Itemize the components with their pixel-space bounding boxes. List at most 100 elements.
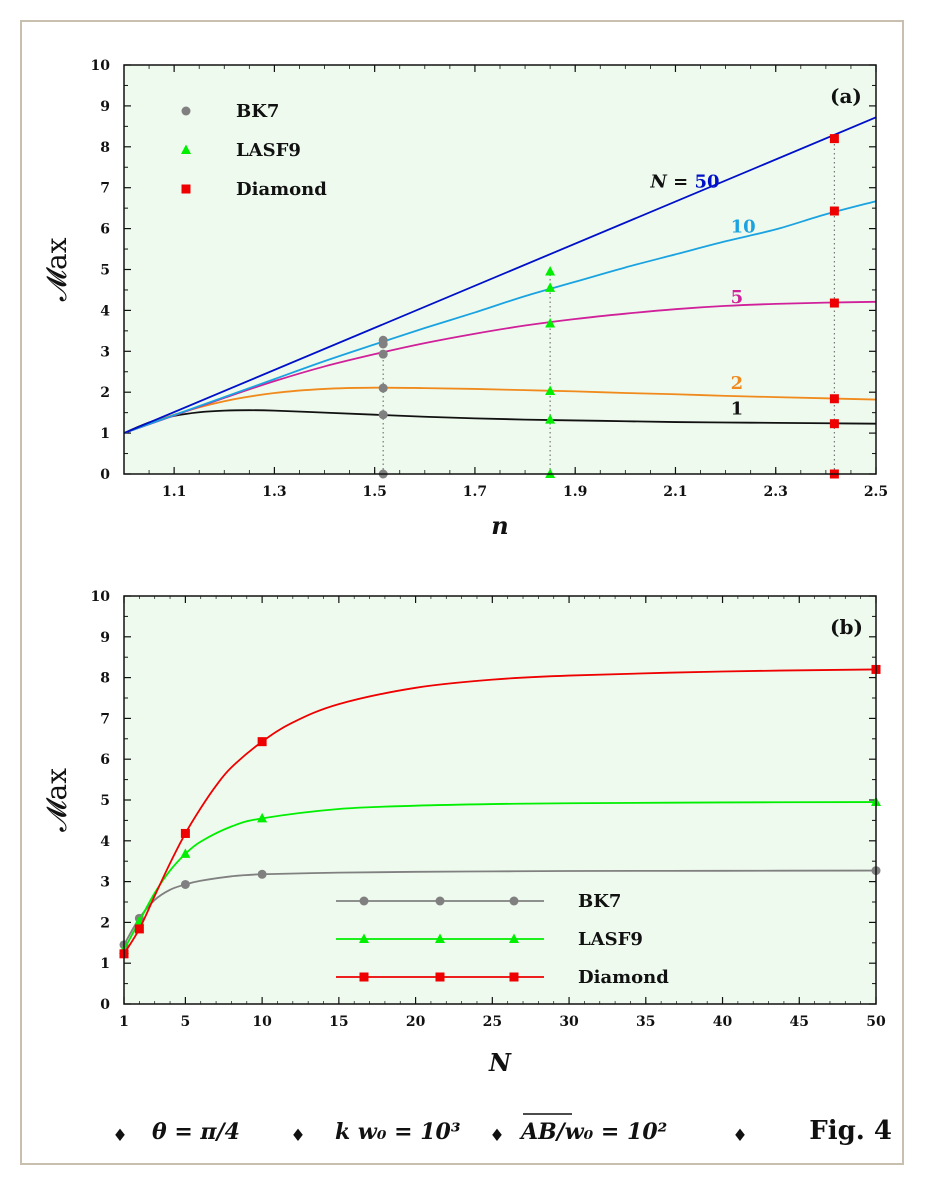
- x-tick-label: 1.1: [162, 484, 186, 500]
- footer-param-1: k w₀ = 10³: [335, 1119, 461, 1145]
- x-axis-label: N: [488, 1048, 512, 1077]
- legend-marker-lasf9: [359, 933, 369, 943]
- data-point-diamond: [180, 828, 190, 838]
- series-line-5: [123, 300, 877, 434]
- curve-label-50: N = 50: [649, 172, 719, 193]
- y-tick-label: 3: [100, 875, 110, 891]
- plot-area: [124, 596, 876, 1004]
- legend-marker-diamond: [359, 972, 369, 982]
- x-tick-label: 40: [713, 1014, 733, 1030]
- legend-marker-lasf9: [509, 933, 519, 943]
- curve-label-2: 2: [731, 373, 744, 394]
- legend-marker-diamond: [509, 972, 519, 982]
- data-point-bk7: [378, 383, 388, 393]
- data-point-lasf9: [545, 282, 556, 292]
- x-axis-label: n: [491, 511, 508, 540]
- legend-label-bk7: BK7: [236, 101, 279, 122]
- footer: ♦ ♦ ♦ ♦ θ = π/4 k w₀ = 10³ AB/w₀ = 10² Fig. 4: [112, 1113, 892, 1146]
- x-tick-label: 1.9: [563, 484, 587, 500]
- data-point-diamond: [257, 737, 267, 747]
- y-tick-label: 2: [100, 385, 110, 401]
- footer-bullet: ♦: [112, 1126, 127, 1146]
- y-tick-label: 9: [100, 630, 110, 646]
- legend-label-bk7: BK7: [578, 891, 621, 912]
- legend-marker-lasf9: [181, 144, 191, 154]
- y-axis-label: 𝓜ax: [40, 237, 73, 301]
- data-point-diamond: [134, 924, 144, 934]
- curve-label-10: 10: [731, 217, 756, 238]
- data-point-diamond: [829, 419, 839, 429]
- y-tick-label: 10: [91, 58, 111, 74]
- series-line-1: [123, 409, 877, 434]
- curve-label-5: 5: [731, 287, 744, 308]
- y-tick-label: 2: [100, 915, 110, 931]
- x-tick-label: 15: [329, 1014, 348, 1030]
- data-point-bk7: [257, 869, 267, 879]
- legend-label-lasf9: LASF9: [236, 140, 301, 161]
- legend-marker-bk7: [435, 896, 445, 906]
- figure-label: Fig. 4: [809, 1116, 892, 1146]
- data-point-lasf9: [180, 848, 191, 858]
- x-tick-label: 10: [252, 1014, 272, 1030]
- y-tick-label: 8: [100, 140, 110, 156]
- legend-label-diamond: Diamond: [236, 179, 327, 200]
- y-tick-label: 5: [100, 793, 110, 809]
- y-tick-label: 4: [100, 303, 110, 319]
- plot-area: [124, 65, 876, 474]
- data-point-diamond: [829, 206, 839, 216]
- data-point-lasf9: [257, 812, 268, 823]
- x-tick-label: 45: [790, 1014, 809, 1030]
- y-axis-label: 𝓜ax: [40, 768, 73, 832]
- legend-marker-bk7: [181, 106, 191, 116]
- y-tick-label: 6: [100, 752, 110, 768]
- legend-marker-diamond: [435, 972, 445, 982]
- panel-label: (b): [830, 615, 863, 639]
- y-tick-label: 7: [100, 181, 110, 197]
- x-tick-label: 30: [559, 1014, 579, 1030]
- legend-marker-lasf9: [435, 933, 445, 943]
- data-point-lasf9: [545, 385, 556, 395]
- legend-marker-bk7: [359, 896, 369, 906]
- footer-bullet: ♦: [290, 1126, 305, 1146]
- y-tick-label: 1: [100, 426, 110, 442]
- series-line-50: [123, 116, 877, 434]
- x-tick-label: 2.3: [764, 484, 788, 500]
- data-point-bk7: [180, 879, 190, 889]
- y-tick-label: 6: [100, 222, 110, 238]
- data-point-lasf9: [545, 317, 556, 328]
- data-point-bk7: [378, 335, 388, 345]
- x-tick-label: 2.5: [864, 484, 888, 500]
- x-tick-label: 1.5: [362, 484, 386, 500]
- y-tick-label: 8: [100, 671, 110, 687]
- series-line-10: [123, 200, 877, 434]
- chart-panel-a: 0 1 2 3 4 5 6 7 8 9 10 1.1 1.3 1.5 1.7 1.9 2.1 2.3 2.5 1 2 5 1…: [40, 58, 888, 540]
- y-tick-label: 1: [100, 956, 110, 972]
- x-tick-label: 1.3: [262, 484, 286, 500]
- data-point-diamond: [829, 394, 839, 404]
- data-point-lasf9: [545, 266, 556, 276]
- x-tick-label: 2.1: [663, 484, 687, 500]
- x-tick-label: 20: [406, 1014, 426, 1030]
- data-point-diamond: [829, 134, 839, 144]
- legend-label-diamond: Diamond: [578, 967, 669, 988]
- data-point-diamond: [829, 298, 839, 308]
- legend-marker-bk7: [509, 896, 519, 906]
- footer-param-0: θ = π/4: [152, 1119, 240, 1145]
- series-line-bk7: [123, 869, 877, 946]
- y-tick-label: 3: [100, 344, 110, 360]
- footer-bullet: ♦: [732, 1126, 747, 1146]
- footer-bullet: ♦: [489, 1126, 504, 1146]
- y-tick-label: 7: [100, 711, 110, 727]
- y-tick-label: 5: [100, 263, 110, 279]
- y-tick-label: 4: [100, 834, 110, 850]
- series-line-2: [123, 386, 877, 434]
- x-tick-label: 1: [119, 1014, 129, 1030]
- x-tick-label: 35: [636, 1014, 655, 1030]
- panel-label: (a): [830, 84, 862, 108]
- data-point-bk7: [378, 410, 388, 420]
- x-tick-label: 5: [181, 1014, 191, 1030]
- y-tick-label: 0: [100, 997, 110, 1013]
- y-tick-label: 0: [100, 467, 110, 483]
